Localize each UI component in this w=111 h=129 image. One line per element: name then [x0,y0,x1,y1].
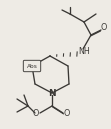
Text: O: O [101,23,107,33]
Text: O: O [33,108,39,118]
FancyBboxPatch shape [23,60,41,72]
Text: Abs: Abs [27,63,37,68]
Text: NH: NH [78,46,90,55]
Text: N: N [48,90,56,99]
Text: O: O [64,108,70,118]
